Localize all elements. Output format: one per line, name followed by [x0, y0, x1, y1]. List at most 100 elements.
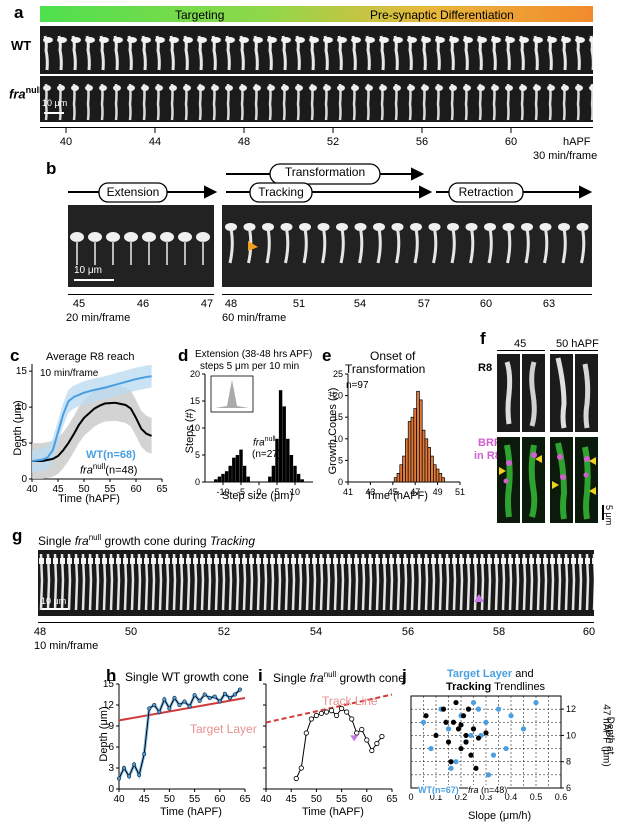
- chart-j-title-1: Target Layer and: [447, 668, 534, 680]
- fra-series-line: [32, 401, 152, 463]
- f-r8-45-a: [497, 354, 520, 432]
- phase-presynaptic-label: Pre-synaptic Differentiation: [370, 8, 514, 22]
- wt-point: [503, 745, 509, 752]
- chart-h-ylabel: Depth (μm): [98, 706, 110, 762]
- chart-i-title-suffix: growth cone: [336, 671, 405, 685]
- growth-cone-point: [369, 747, 375, 754]
- phase-gradient-bar: [40, 6, 593, 22]
- x-tick-label: 0.2: [455, 792, 468, 802]
- x-tick-label: 50: [78, 484, 90, 495]
- wt-point: [495, 706, 502, 712]
- chart-c-legend-fra-sup: null: [92, 462, 106, 471]
- fra-timelapse-image: [40, 76, 593, 122]
- x-tick-label: 40: [113, 794, 125, 805]
- fra-point: [470, 726, 477, 732]
- rate-b-right: 60 min/frame: [222, 312, 287, 324]
- chart-d-fra-label: franull: [253, 436, 276, 448]
- growth-cone-point: [121, 765, 127, 771]
- step-bar: [289, 455, 294, 482]
- onset-bar: [396, 473, 401, 483]
- onset-bar: [421, 429, 426, 483]
- wt-point: [428, 745, 434, 752]
- axis-b-right: [222, 294, 592, 295]
- f-line-50: [550, 350, 598, 351]
- fra-point: [465, 706, 472, 712]
- g-scalebar-label: 10 μm: [41, 596, 67, 606]
- chart-j-title-2: Tracking Trendlines: [446, 681, 545, 693]
- x-tick-label: 43: [365, 487, 375, 497]
- f-brp-45-a: [497, 437, 520, 523]
- tick-b-51: 51: [292, 298, 306, 310]
- onset-bar: [393, 477, 398, 483]
- row-label-fra-sup: null: [25, 85, 42, 95]
- onset-bar: [416, 390, 420, 483]
- growth-cone-point: [298, 765, 304, 771]
- chart-e-ylabel: Growth Cones (#): [327, 387, 339, 475]
- chart-d: -10 -5 0 5 10 0 5 10 15 20: [190, 370, 313, 497]
- chart-j-title-trend: Trendlines: [491, 681, 546, 693]
- growth-cone-point: [232, 692, 237, 697]
- target-layer-line: [118, 697, 246, 722]
- g-rate: 10 min/frame: [34, 640, 99, 652]
- growth-cone-point: [333, 712, 340, 719]
- wt-point: [520, 726, 527, 732]
- chart-h-xlabel: Time (hAPF): [160, 806, 222, 818]
- tick-a-52: 52: [326, 136, 340, 148]
- chart-j-legend-fra-n: (n=48): [478, 785, 508, 795]
- y-tick-label: 15: [16, 366, 28, 377]
- extension-image: 10 μm: [68, 205, 214, 287]
- axis-a: [40, 127, 593, 128]
- growth-cone-point: [132, 762, 137, 767]
- wt-point: [445, 726, 452, 732]
- x-tick-label: 0: [256, 487, 261, 497]
- y-tick-label: 15: [103, 680, 115, 690]
- growth-cone-point: [202, 692, 207, 697]
- growth-cone-point: [187, 704, 192, 709]
- onset-bar: [433, 464, 437, 483]
- growth-cone-point: [379, 733, 385, 740]
- scalebar-a-label: 10 μm: [42, 98, 68, 108]
- panel-letter-f: f: [480, 329, 486, 348]
- step-bar: [293, 465, 297, 482]
- row-label-fra: franull: [9, 85, 42, 101]
- tick-g-56: 56: [401, 626, 415, 638]
- wt-point: [508, 713, 514, 719]
- inset-histogram: [215, 380, 249, 408]
- scalebar-b-label: 10 μm: [74, 265, 102, 276]
- y-tick-label: 5: [195, 450, 200, 460]
- tick-g-48: 48: [33, 626, 47, 638]
- fra-point: [458, 722, 464, 728]
- chart-c-ylabel: Depth (μm): [12, 400, 24, 456]
- f-scalebar: [602, 505, 604, 520]
- scalebar-b: [74, 279, 114, 281]
- y-tick-label: 12: [566, 704, 576, 714]
- fra-point: [455, 726, 462, 732]
- panel-letter-d: d: [178, 346, 189, 365]
- chart-j-title-target: Target Layer: [447, 668, 513, 680]
- y-tick-label: 10: [16, 402, 28, 413]
- chart-c-legend-fra-n: (n=48): [105, 464, 138, 477]
- chart-c: 40 45 50 55 60 65 0 5 10 15: [16, 364, 168, 495]
- chart-e-title-1: Onset of: [370, 349, 416, 363]
- onset-bar: [402, 455, 406, 483]
- fra-point: [448, 759, 454, 765]
- g-title-fra: fra: [74, 534, 89, 548]
- tick-b-47: 47: [200, 298, 214, 310]
- growth-cone-point: [142, 751, 147, 757]
- phase-arrows-b: [68, 163, 593, 203]
- fra-point: [473, 765, 479, 771]
- chart-e-title-2: Transformation: [345, 362, 426, 376]
- wt-band: [32, 364, 152, 473]
- growth-cone-point: [227, 695, 232, 701]
- y-tick-label: 10: [566, 730, 576, 740]
- step-bar: [296, 473, 301, 482]
- marker-triangle: [350, 735, 359, 742]
- fra-band: [32, 384, 152, 479]
- wt-point: [453, 759, 459, 765]
- x-tick-label: 60: [130, 484, 142, 495]
- chart-d-n-label: (n=27): [252, 449, 282, 460]
- step-bar: [235, 455, 240, 482]
- label-transformation: Transformation: [284, 165, 366, 179]
- chart-d-fra-text: fra: [253, 437, 265, 449]
- y-tick-label: 0: [338, 477, 343, 487]
